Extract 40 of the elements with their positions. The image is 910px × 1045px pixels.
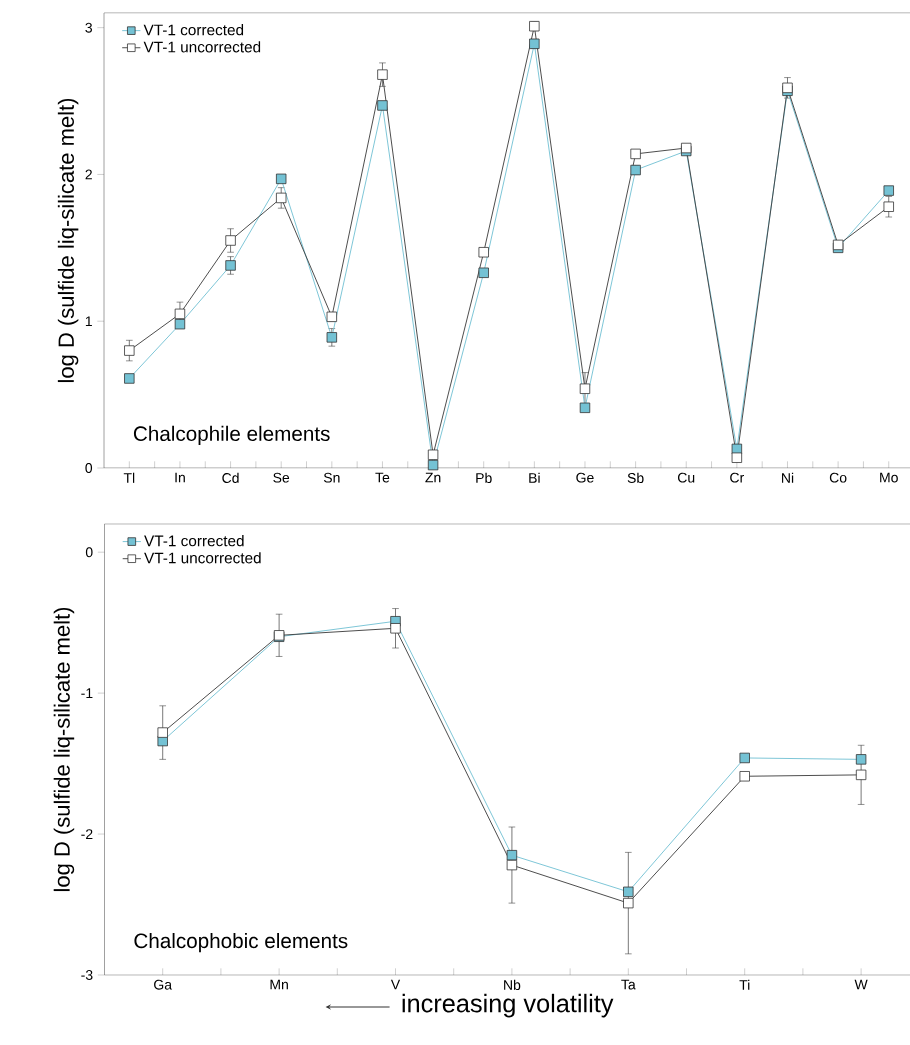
x-tick-label: V xyxy=(390,979,401,990)
x-tick-label: Ga xyxy=(154,979,173,990)
x-tick-label: Ti xyxy=(739,979,750,990)
y-axis-title: log D (sulfide liq-silicate melt) xyxy=(53,607,75,892)
x-axis-title: increasing volatility xyxy=(402,993,614,1018)
x-tick-label: Cd xyxy=(222,472,239,483)
x-tick-label: Tl xyxy=(123,472,135,483)
legend-label: VT-1 corrected xyxy=(143,24,244,36)
x-tick-label: Sn xyxy=(323,472,340,483)
legend-label: VT-1 uncorrected xyxy=(144,552,261,564)
x-tick-label: In xyxy=(175,472,185,483)
y-tick-label: 0 xyxy=(85,547,93,558)
x-tick-label: Te xyxy=(375,472,390,483)
x-tick-label: Sb xyxy=(627,472,644,483)
annotation: Chalcophile elements xyxy=(133,425,330,446)
y-tick-label: 1 xyxy=(85,316,92,327)
x-tick-label: Ge xyxy=(576,472,594,483)
x-tick-label: Bi xyxy=(529,472,540,483)
y-tick-label: -3 xyxy=(81,970,93,980)
x-tick-label: Ta xyxy=(621,979,636,990)
x-tick-label: Mn xyxy=(270,979,288,990)
x-tick-label: Pb xyxy=(476,472,492,483)
x-tick-label: Ni xyxy=(782,472,794,483)
y-tick-label: 2 xyxy=(85,169,92,180)
y-axis-title: log D (sulfide liq-silicate melt) xyxy=(57,98,79,383)
y-tick-label: 0 xyxy=(85,463,93,473)
x-tick-label: Cu xyxy=(677,472,695,483)
x-tick-label: Co xyxy=(829,472,847,483)
x-tick-label: W xyxy=(854,979,868,990)
x-tick-label: Nb xyxy=(504,979,521,990)
x-tick-label: Zn xyxy=(425,472,441,483)
annotation: Chalcophobic elements xyxy=(134,932,348,953)
legend-label: VT-1 corrected xyxy=(144,535,244,547)
x-tick-label: Se xyxy=(273,472,290,483)
x-tick-label: Mo xyxy=(880,472,898,483)
legend-label: VT-1 uncorrected xyxy=(143,41,261,53)
y-tick-label: -1 xyxy=(81,688,93,698)
y-tick-label: -2 xyxy=(81,829,93,839)
x-tick-label: Cr xyxy=(730,472,745,483)
y-tick-label: 3 xyxy=(85,22,93,33)
